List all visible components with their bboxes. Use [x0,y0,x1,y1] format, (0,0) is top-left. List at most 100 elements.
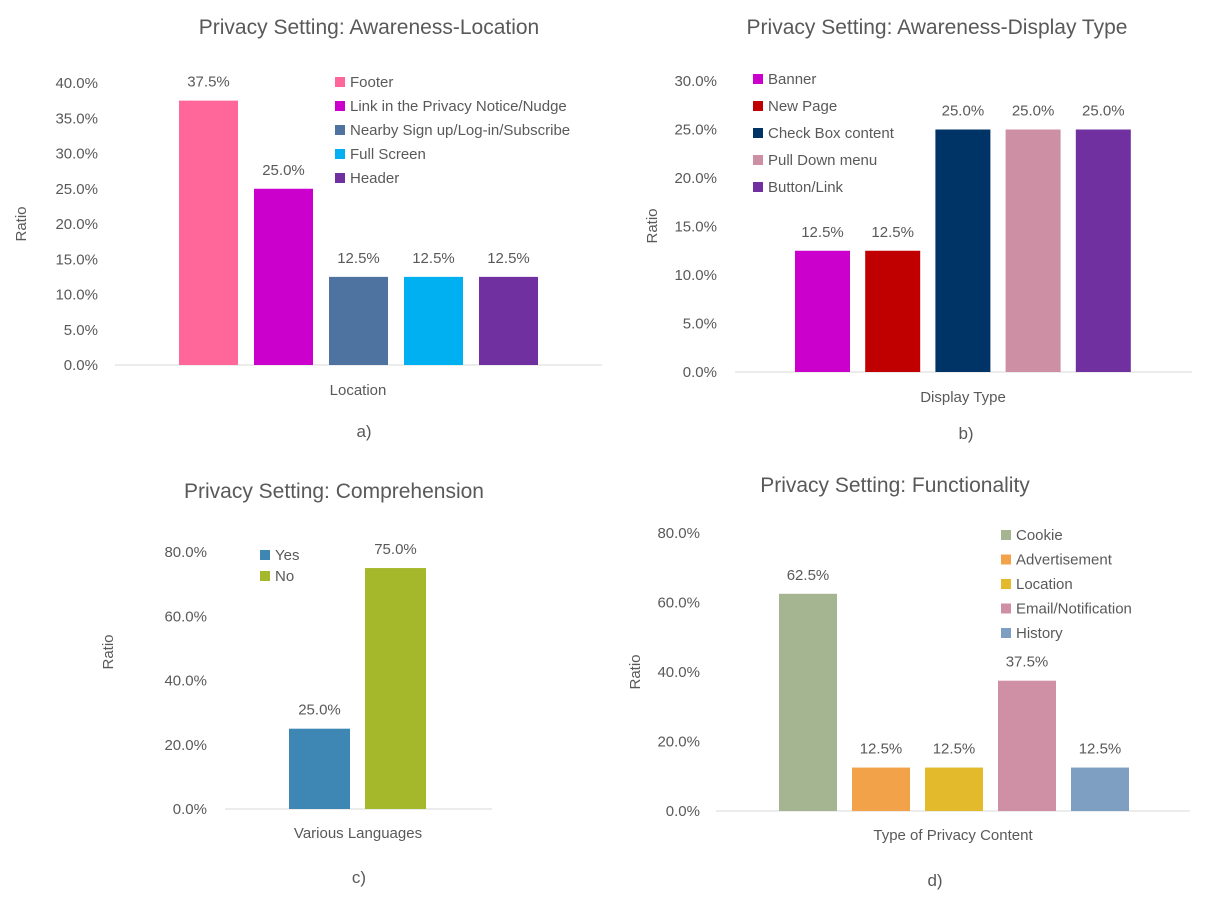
legend-entry: Nearby Sign up/Log-in/Subscribe [350,122,570,139]
legend-entry: Header [350,170,399,187]
x-axis-title: Type of Privacy Content [873,827,1033,844]
panel-caption: c) [352,868,366,887]
legend-swatch [1001,554,1011,565]
bar-cookie [779,593,837,811]
legend-swatch [335,125,345,135]
y-tick-label: 60.0% [657,595,700,612]
y-tick-label: 0.0% [173,801,207,818]
y-axis-title: Ratio [13,206,30,241]
bar-no [365,568,426,809]
chart-title: Privacy Setting: Awareness-Display Type [747,16,1128,39]
chart-awareness-location: Privacy Setting: Awareness-Location 0.0% 5… [13,16,602,441]
legend-swatch [335,149,345,159]
bar-location [925,767,983,811]
legend-swatch [1001,603,1011,614]
y-tick-label: 40.0% [55,75,98,92]
bar-email-notification [998,680,1056,811]
data-label: 25.0% [1012,103,1055,120]
data-label: 12.5% [1079,741,1122,758]
y-tick-label: 80.0% [164,544,207,561]
data-label: 62.5% [787,567,830,584]
data-label: 25.0% [298,702,341,719]
legend-entry: Check Box content [768,125,895,142]
y-tick-label: 0.0% [683,364,717,381]
x-axis-title: Display Type [920,389,1006,406]
y-tick-label: 5.0% [683,316,717,333]
data-label: 12.5% [337,250,380,267]
legend-entry: Location [1016,576,1073,593]
y-tick-label: 15.0% [55,251,98,268]
bar-pull-down-menu [1005,129,1061,372]
panel-caption: b) [958,424,973,443]
legend-swatch [753,155,763,165]
y-tick-label: 30.0% [674,73,717,90]
data-label: 12.5% [801,224,844,241]
legend-entry: Email/Notification [1016,601,1132,618]
y-tick-label: 20.0% [164,737,207,754]
legend-swatch [1001,530,1011,540]
x-axis-title: Various Languages [294,825,422,842]
bar-new-page [865,250,921,372]
data-label: 75.0% [374,541,417,558]
data-label: 25.0% [262,162,305,179]
bar-nearby-sign-up-log-in-subscribe [329,276,388,365]
chart-comprehension: Privacy Setting: Comprehension 0.0% 20.0% 4… [100,480,492,887]
data-label: 12.5% [412,250,455,267]
bar-header [479,276,538,365]
bar-history [1071,767,1129,811]
legend-swatch [260,571,270,581]
legend-entry: Button/Link [768,179,844,196]
bar-full-screen [404,276,463,365]
data-label: 37.5% [187,74,230,91]
legend-entry: Pull Down menu [768,152,877,169]
legend-entry: Advertisement [1016,552,1113,569]
bar-link-in-the-privacy-notice-nudge [254,188,313,365]
y-tick-label: 10.0% [674,267,717,284]
data-label: 12.5% [860,741,903,758]
bar-advertisement [852,767,910,811]
legend-entry: Footer [350,74,393,91]
legend-entry: New Page [768,98,837,115]
y-tick-label: 35.0% [55,110,98,127]
bar-banner [795,250,850,372]
data-label: 12.5% [487,250,530,267]
y-tick-label: 25.0% [674,122,717,139]
legend-swatch [753,74,763,84]
legend-swatch [753,182,763,192]
legend-entry: History [1016,625,1063,642]
legend-entry: Link in the Privacy Notice/Nudge [350,98,567,115]
chart-functionality: Privacy Setting: Functionality 0.0% 20.0% 4… [627,474,1190,890]
legend-swatch [260,550,270,560]
bar-footer [179,100,238,365]
chart-title: Privacy Setting: Functionality [760,474,1030,497]
data-label: 37.5% [1006,654,1049,671]
y-tick-label: 10.0% [55,287,98,304]
legend-entry: Yes [275,547,299,564]
y-tick-label: 5.0% [64,322,98,339]
legend-swatch [335,77,345,87]
legend-entry: Cookie [1016,527,1063,544]
y-tick-label: 25.0% [55,181,98,198]
bar-button-link [1075,129,1131,372]
chart-title: Privacy Setting: Awareness-Location [199,16,539,39]
data-label: 25.0% [942,103,985,120]
legend-swatch [335,101,345,111]
y-tick-label: 20.0% [55,216,98,233]
panel-caption: d) [927,871,942,890]
bar-check-box-content [935,129,991,372]
panel-caption: a) [356,422,371,441]
legend-swatch [335,173,345,183]
legend-swatch [753,101,763,111]
bar-yes [289,728,350,809]
legend-entry: Banner [768,71,816,88]
y-tick-label: 30.0% [55,146,98,163]
y-tick-label: 20.0% [674,170,717,187]
y-tick-label: 20.0% [657,734,700,751]
chart-awareness-display-type: Privacy Setting: Awareness-Display Type 0… [644,16,1192,443]
y-axis-title: Ratio [627,654,644,689]
legend-entry: No [275,568,294,585]
y-tick-label: 40.0% [657,664,700,681]
legend-swatch [1001,628,1011,638]
y-tick-label: 0.0% [666,803,700,820]
